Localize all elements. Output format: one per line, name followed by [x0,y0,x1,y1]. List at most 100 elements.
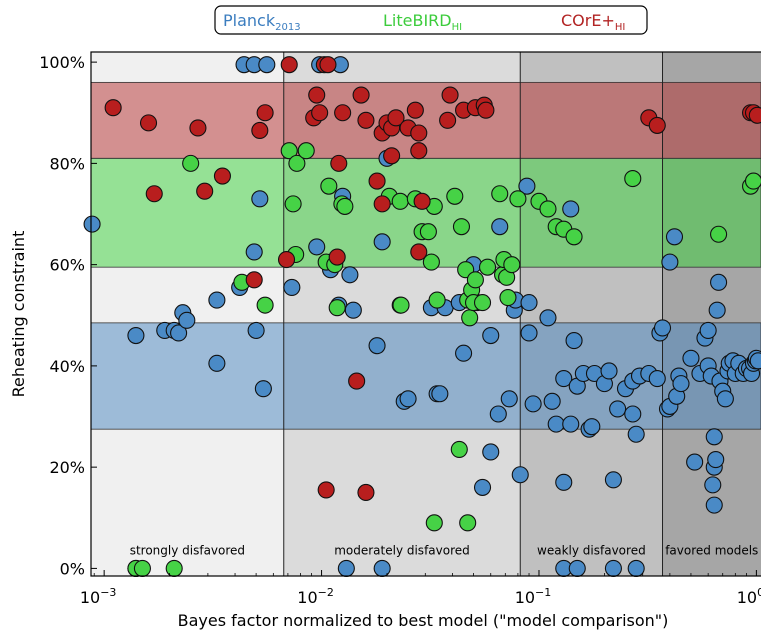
data-point [520,324,538,342]
data-point [283,278,301,296]
data-point [446,187,464,205]
data-point [288,154,306,172]
data-point [328,299,346,317]
data-point [705,428,723,446]
data-point [254,380,272,398]
data-point [509,190,527,208]
data-point [565,332,583,350]
data-point [258,56,276,74]
data-point [543,392,561,410]
data-point [357,483,375,502]
data-point [708,301,726,319]
x-tick-label: 10−3 [80,586,117,607]
data-point [653,319,672,337]
region-label: strongly disfavored [130,544,245,558]
data-point [337,559,355,577]
data-point [344,301,362,319]
data-point [251,121,269,140]
data-point [555,370,573,388]
data-point [392,296,410,314]
data-point [473,294,492,312]
data-point [311,104,329,122]
series-core-hi [104,56,761,502]
data-point [251,190,269,208]
data-point [341,266,359,284]
data-point [539,200,557,218]
data-point [491,218,509,236]
data-point [604,471,622,489]
data-point [277,251,296,269]
data-point [399,390,417,408]
data-point [672,375,690,393]
y-tick-label: 40% [49,357,85,376]
data-point [568,559,586,577]
region-label: weakly disfavored [537,544,646,558]
y-tick-label: 60% [49,256,85,275]
data-point [450,440,468,458]
data-point [710,225,728,243]
data-point [410,243,428,261]
data-point [431,385,449,403]
legend-entry-core: COrE+HI [561,11,625,33]
series-planck-2013 [83,56,761,577]
data-point [410,124,428,142]
data-point [256,104,274,122]
data-point [245,271,263,289]
data-point [547,415,565,433]
data-point [604,559,622,577]
data-point [256,296,274,314]
data-point [245,243,263,261]
data-point [213,167,231,185]
data-point [165,559,183,577]
data-point [520,294,538,312]
data-point [413,192,431,210]
data-point [368,337,386,355]
data-point [208,354,226,372]
data-point [491,185,509,203]
data-point [348,372,366,390]
data-point [562,415,580,433]
data-point [665,228,684,246]
x-tick-label: 10−1 [515,586,552,607]
data-point [319,56,337,74]
data-points [83,56,761,577]
data-point [425,514,443,532]
data-point [328,248,346,266]
data-point [352,86,370,104]
data-point [749,352,761,370]
legend-box [214,5,648,35]
data-point [748,106,761,124]
data-point [189,119,207,137]
legend-entry-planck: Planck2013 [223,11,301,33]
x-tick-label: 10−2 [297,586,334,607]
region-label: moderately disfavored [334,544,470,558]
data-point [562,200,580,218]
data-point [373,195,391,213]
data-point [368,172,386,190]
data-point [609,400,627,418]
data-point [247,321,265,340]
data-point [661,253,679,271]
y-tick-label: 80% [49,154,85,173]
data-point [196,182,214,200]
data-point [308,86,326,104]
data-point [297,142,315,160]
data-point [744,172,761,190]
data-point [419,223,437,241]
data-point [624,405,642,423]
data-point [482,326,500,345]
plot-frame [90,51,761,577]
data-point [410,142,428,160]
data-point [555,473,573,491]
x-axis-title: Bayes factor normalized to best model ("… [178,611,669,630]
data-point [127,326,145,345]
data-point [499,288,517,307]
data-point [511,466,529,484]
data-point [482,443,500,461]
data-point [83,215,101,233]
data-point [428,291,446,309]
y-axis-ticks: 0% 20% 40% 60% 80% 100% [39,53,97,578]
data-point [461,309,479,327]
data-point [648,116,666,134]
